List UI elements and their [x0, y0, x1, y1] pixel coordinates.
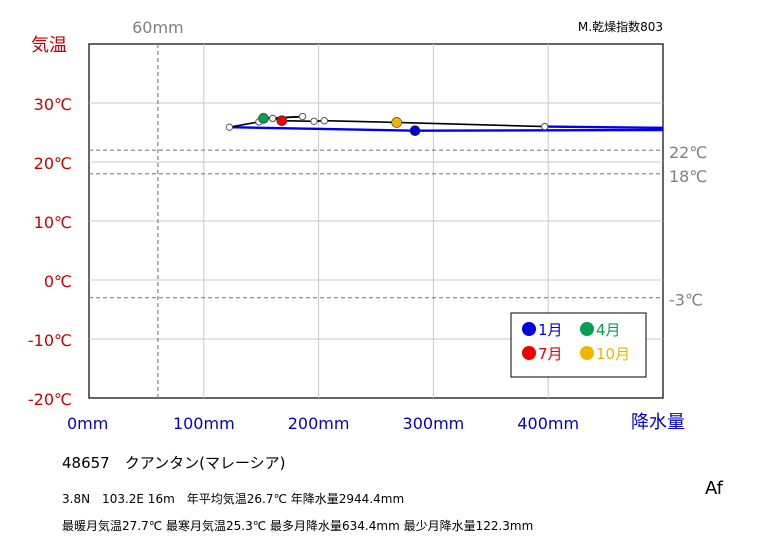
month-point — [268, 114, 277, 123]
legend-label-jul: 7月 — [538, 345, 563, 363]
y-tick-label: 30℃ — [34, 95, 72, 114]
y-tick-label: 10℃ — [34, 213, 72, 232]
curve-segment — [543, 125, 663, 130]
month-points — [225, 112, 549, 137]
legend-marker-apr — [580, 322, 594, 336]
curve-segment — [228, 121, 260, 128]
station-summary-2: 最暖月気温27.7℃ 最寒月気温25.3℃ 最多月降水量634.4mm 最少月降… — [62, 519, 534, 533]
legend-label-oct: 10月 — [596, 345, 630, 363]
y-tick-label: -20℃ — [28, 390, 72, 409]
month-point — [310, 117, 318, 125]
x-tick-label: 200mm — [288, 414, 350, 433]
curve-segment — [395, 121, 546, 128]
tick-labels: 0mm 100mm 200mm 300mm 400mm 30℃ 20℃ 10℃ 0℃ -10℃ -2… — [28, 95, 579, 433]
month-point-highlight — [409, 125, 421, 137]
y-tick-label: 20℃ — [34, 154, 72, 173]
month-point-highlight — [276, 115, 288, 126]
month-point — [225, 123, 234, 131]
station-summary-1: 3.8N 103.2E 16m 年平均気温26.7℃ 年降水量2944.4mm — [62, 492, 405, 506]
x-tick-label: 100mm — [173, 414, 235, 433]
month-point — [541, 122, 549, 131]
reference-lines: 60mm 22℃ 18℃ -3℃ — [89, 18, 707, 398]
x-tick-label: 400mm — [517, 414, 579, 433]
legend-marker-jan — [522, 322, 536, 336]
dryness-index-label: M.乾燥指数803 — [578, 19, 663, 34]
reference-label-temp: -3℃ — [669, 291, 703, 310]
x-tick-label: 300mm — [403, 414, 465, 433]
y-tick-label: -10℃ — [28, 331, 72, 350]
month-point-highlight — [258, 113, 269, 124]
climate-class: Af — [705, 478, 724, 499]
month-point — [298, 112, 307, 121]
x-axis-title: 降水量 — [631, 412, 685, 433]
climograph: 60mm 22℃ 18℃ -3℃ 0mm 100mm 200mm 300mm 400mm 30℃… — [28, 18, 707, 433]
legend-marker-jul — [522, 346, 536, 360]
station-name: 48657 クアンタン(マレーシア) — [62, 454, 286, 472]
month-point-highlight — [391, 117, 402, 128]
curve-segment — [413, 128, 663, 132]
reference-label-precip: 60mm — [132, 18, 184, 37]
legend-label-apr: 4月 — [596, 321, 621, 339]
reference-label-temp: 18℃ — [669, 167, 707, 186]
legend: 1月 4月 7月 10月 — [510, 312, 647, 378]
month-point — [320, 117, 329, 125]
legend-label-jan: 1月 — [538, 321, 563, 339]
legend-marker-oct — [580, 346, 594, 360]
curve-segment — [228, 125, 417, 132]
reference-label-temp: 22℃ — [669, 143, 707, 162]
x-tick-label: 0mm — [67, 414, 108, 433]
curve-segment — [323, 119, 398, 124]
curve-segment — [281, 119, 315, 123]
y-tick-label: 0℃ — [44, 272, 72, 291]
y-axis-title: 気温 — [31, 35, 67, 56]
